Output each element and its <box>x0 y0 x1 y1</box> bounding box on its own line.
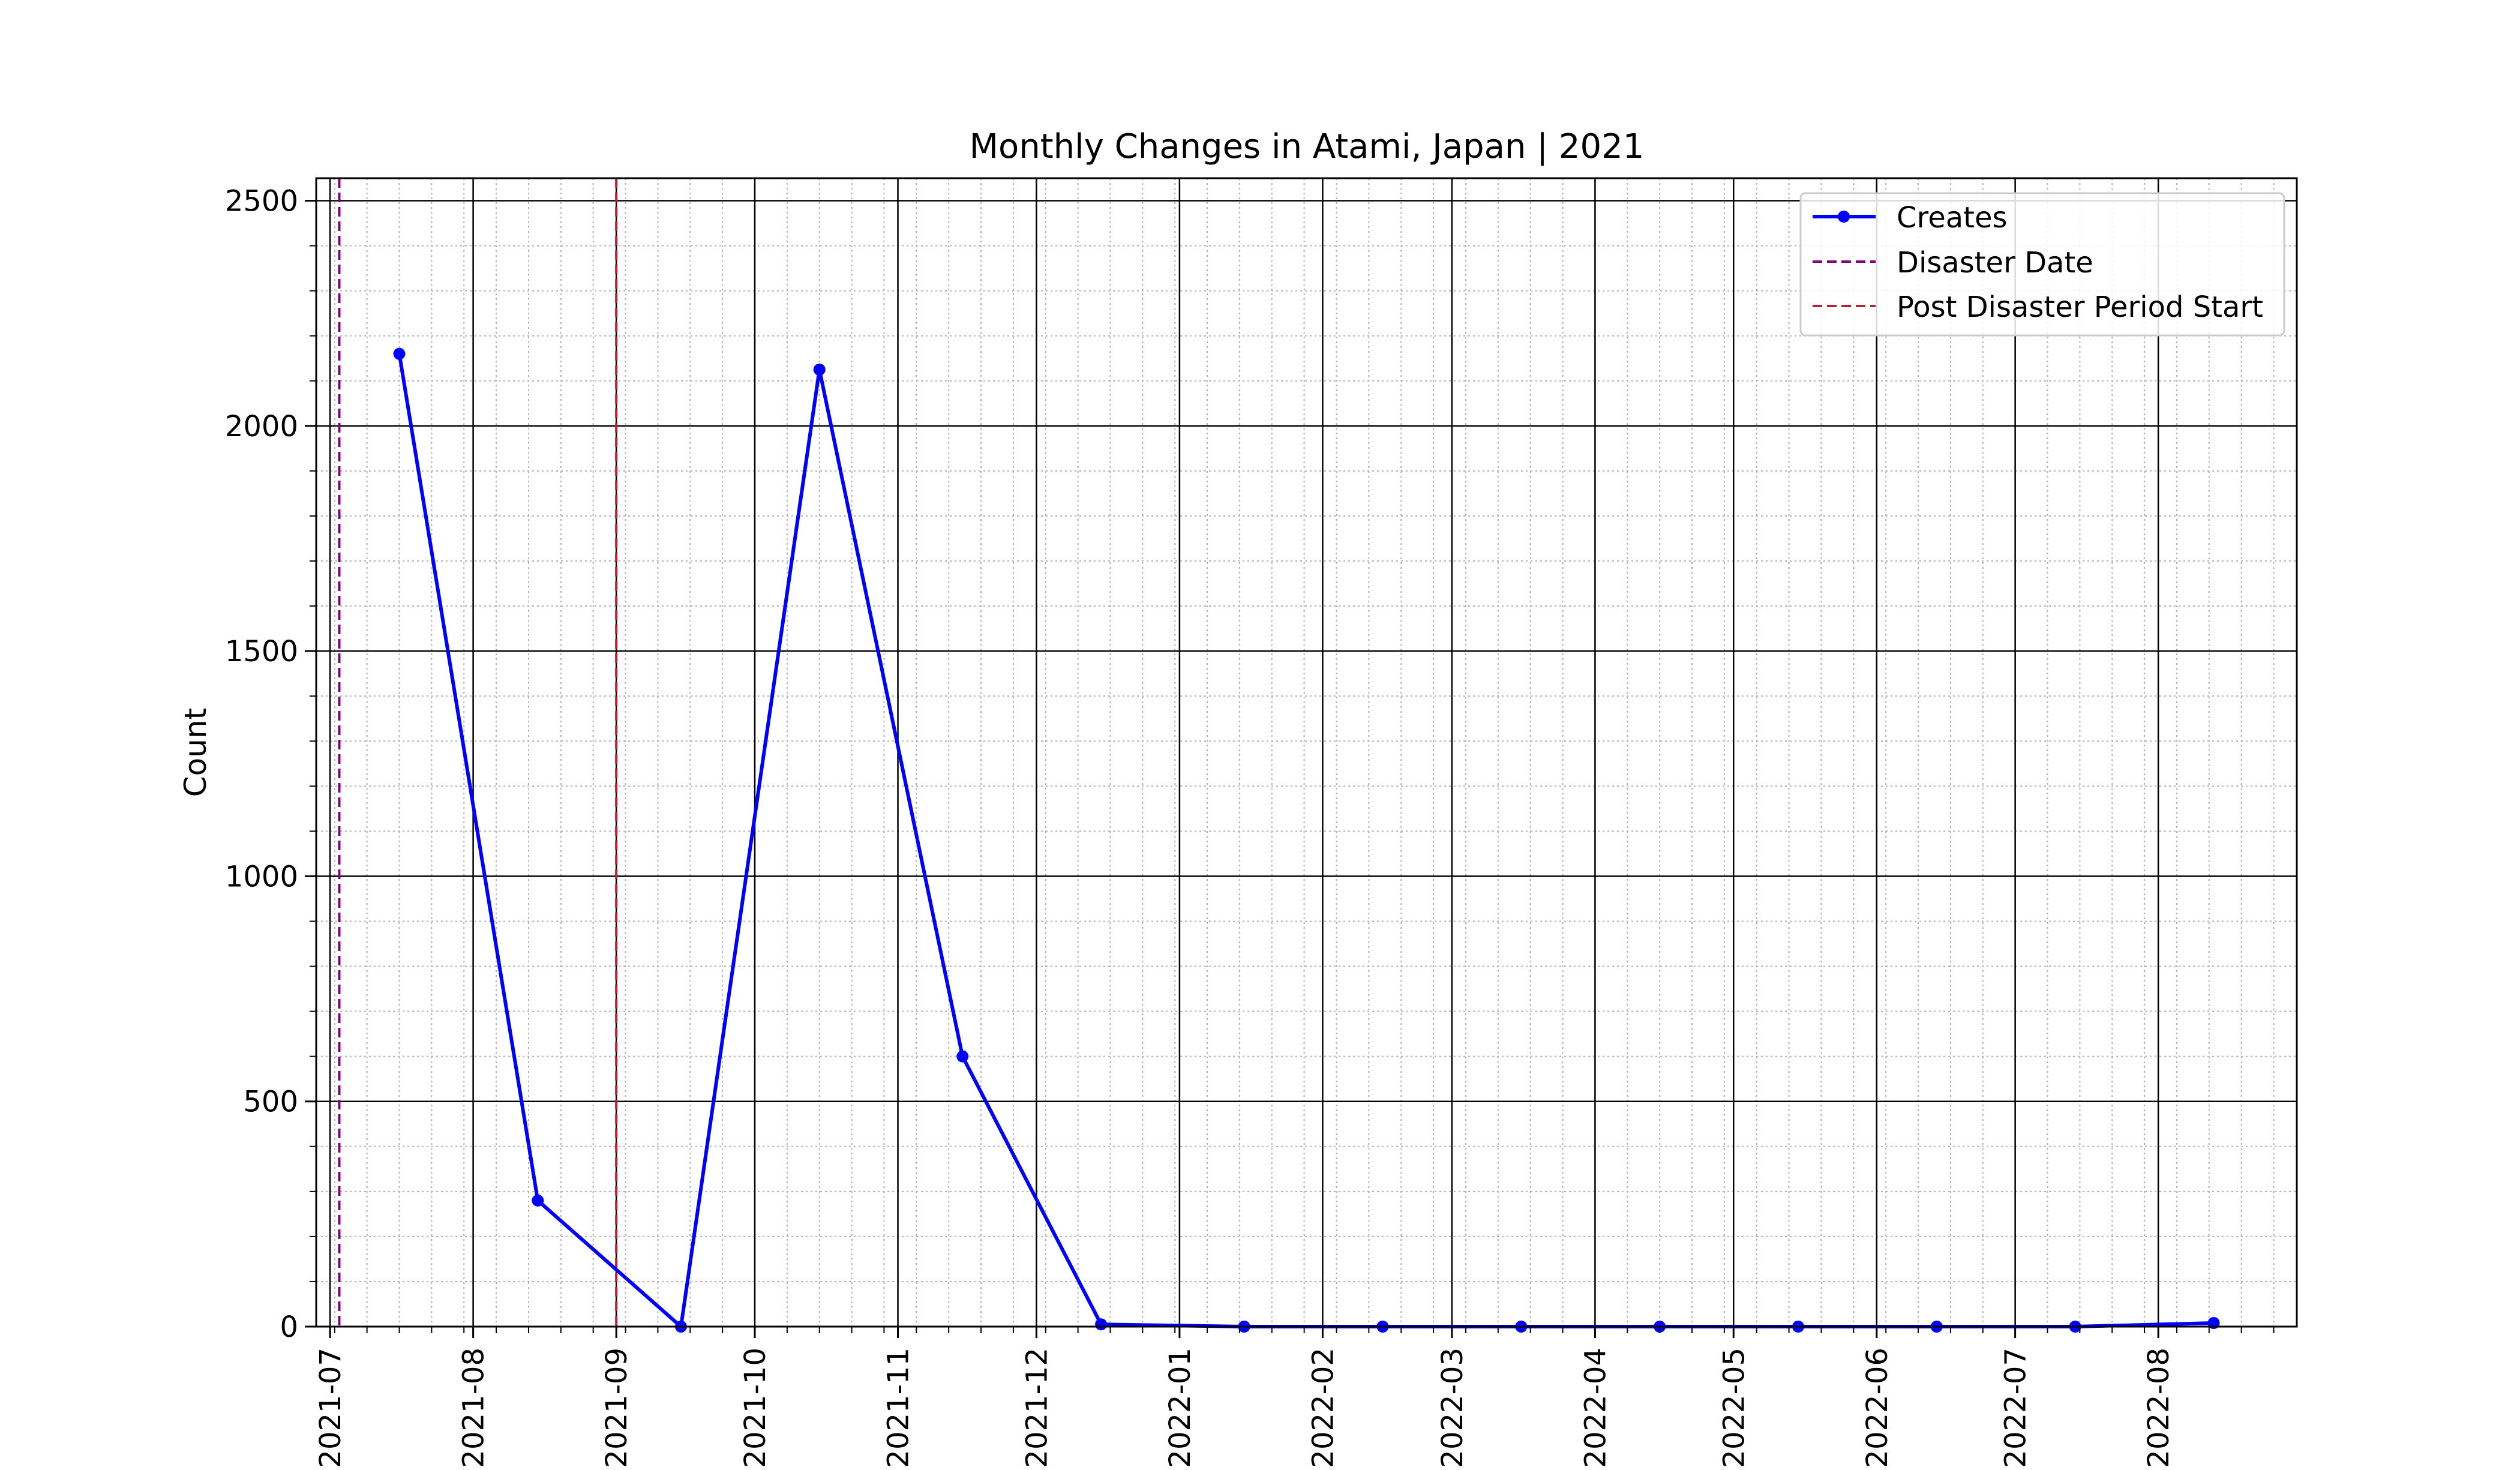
y-tick-label: 2500 <box>225 185 298 218</box>
x-tick-label: 2022-03 <box>1436 1348 1469 1468</box>
x-tick-label: 2021-08 <box>457 1348 491 1468</box>
x-tick-label: 2022-02 <box>1306 1348 1340 1468</box>
plot-area-frame <box>315 177 2298 1328</box>
x-tick-label: 2022-05 <box>1717 1348 1751 1468</box>
x-tick-label: 2021-07 <box>314 1348 347 1468</box>
data-point <box>532 1194 544 1207</box>
x-tick-label: 2021-10 <box>739 1348 772 1468</box>
y-axis: 0 500 1000 1500 2000 2500 <box>225 185 316 1344</box>
chart-title: Monthly Changes in Atami, Japan | 2021 <box>970 127 1645 166</box>
x-tick-label: 2021-11 <box>882 1348 916 1468</box>
reference-lines <box>338 178 618 1327</box>
legend: Creates Disaster Date Post Disaster Peri… <box>1799 192 2285 337</box>
x-tick-label: 2022-01 <box>1163 1348 1197 1468</box>
data-point <box>813 364 826 376</box>
data-point <box>393 347 406 360</box>
x-axis: 2021-07 2021-08 2021-09 2021-10 2021-11 2021-… <box>314 1327 2275 1468</box>
legend-label-post-disaster: Post Disaster Period Start <box>1897 290 2263 324</box>
x-tick-label: 2022-07 <box>1999 1348 2033 1468</box>
x-tick-label: 2022-08 <box>2142 1348 2176 1468</box>
legend-frame <box>1799 192 2285 337</box>
x-tick-label: 2022-04 <box>1579 1348 1612 1468</box>
x-tick-label: 2022-06 <box>1861 1348 1894 1468</box>
legend-marker-creates <box>1838 211 1850 223</box>
y-tick-label: 0 <box>280 1310 298 1344</box>
y-tick-label: 500 <box>243 1085 298 1119</box>
data-point <box>956 1050 969 1063</box>
y-tick-label: 1000 <box>225 860 298 893</box>
legend-label-disaster-date: Disaster Date <box>1897 246 2093 280</box>
data-point <box>1095 1318 1108 1331</box>
x-axis-label: Date <box>1271 1465 1343 1470</box>
y-tick-label: 1500 <box>225 635 298 668</box>
x-tick-label: 2021-09 <box>600 1348 634 1468</box>
legend-label-creates: Creates <box>1897 201 2008 235</box>
x-tick-label: 2021-12 <box>1020 1348 1054 1468</box>
y-axis-label: Count <box>178 708 213 797</box>
y-tick-label: 2000 <box>225 410 298 443</box>
